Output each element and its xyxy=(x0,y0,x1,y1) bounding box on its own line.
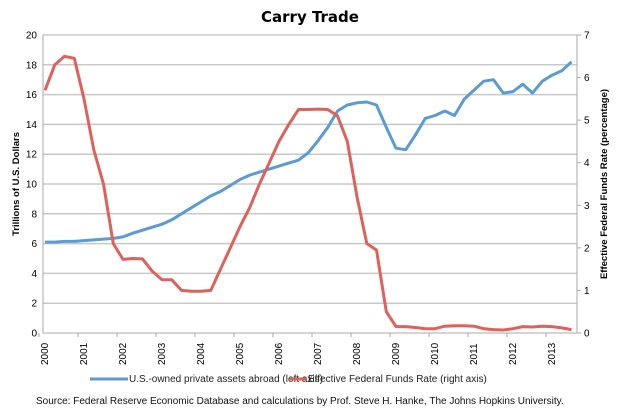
series-line-fed-rate xyxy=(43,54,572,332)
x-tick-label: 2012 xyxy=(508,342,519,365)
x-tick-label: 2007 xyxy=(313,342,324,365)
x-tick-label: 2004 xyxy=(196,342,207,365)
y-tick-right: 1 xyxy=(584,286,590,297)
y-tick-right: 4 xyxy=(584,158,590,169)
series-line-assets xyxy=(45,60,573,244)
y-tick-left: 12 xyxy=(26,150,38,161)
x-tick-label: 2009 xyxy=(391,342,402,365)
y-tick-left: 0 xyxy=(31,329,37,340)
x-tick-label: 2005 xyxy=(235,342,246,365)
x-tick-label: 2011 xyxy=(469,343,480,365)
y-tick-left: 8 xyxy=(31,209,37,220)
x-tick-label: 2002 xyxy=(118,342,129,365)
x-tick-label: 2001 xyxy=(79,342,90,365)
y-tick-left: 6 xyxy=(31,239,37,250)
x-tick-label: 2010 xyxy=(430,342,441,365)
y-tick-left: 18 xyxy=(26,60,38,71)
y-axis-left-label: Trillions of U.S. Dollars xyxy=(11,132,22,236)
y-tick-right: 6 xyxy=(584,73,590,84)
x-tick-label: 2008 xyxy=(352,342,363,365)
legend-label-assets: U.S.-owned private assets abroad (left a… xyxy=(129,374,323,385)
y-tick-left: 2 xyxy=(31,299,37,310)
y-tick-right: 7 xyxy=(584,31,590,42)
y-tick-left: 20 xyxy=(26,31,38,42)
legend-label-fed-rate: Effective Federal Funds Rate (right axis… xyxy=(308,374,487,385)
x-tick-label: 2003 xyxy=(157,342,168,365)
y-tick-left: 16 xyxy=(26,90,38,101)
x-tick-label: 2006 xyxy=(274,342,285,365)
y-tick-left: 4 xyxy=(31,269,37,280)
source-note: Source: Federal Reserve Economic Databas… xyxy=(36,396,564,407)
y-tick-left: 14 xyxy=(26,120,38,131)
y-tick-right: 3 xyxy=(584,201,590,212)
y-axis-right-label: Effective Federal Funds Rate (percentage… xyxy=(599,89,610,279)
y-tick-left: 10 xyxy=(26,180,38,191)
y-tick-right: 0 xyxy=(584,329,590,340)
x-tick-label: 2000 xyxy=(40,342,51,365)
chart-title: Carry Trade xyxy=(261,8,359,26)
y-tick-right: 2 xyxy=(584,243,590,254)
y-tick-right: 5 xyxy=(584,116,590,127)
x-tick-label: 2013 xyxy=(547,342,558,365)
